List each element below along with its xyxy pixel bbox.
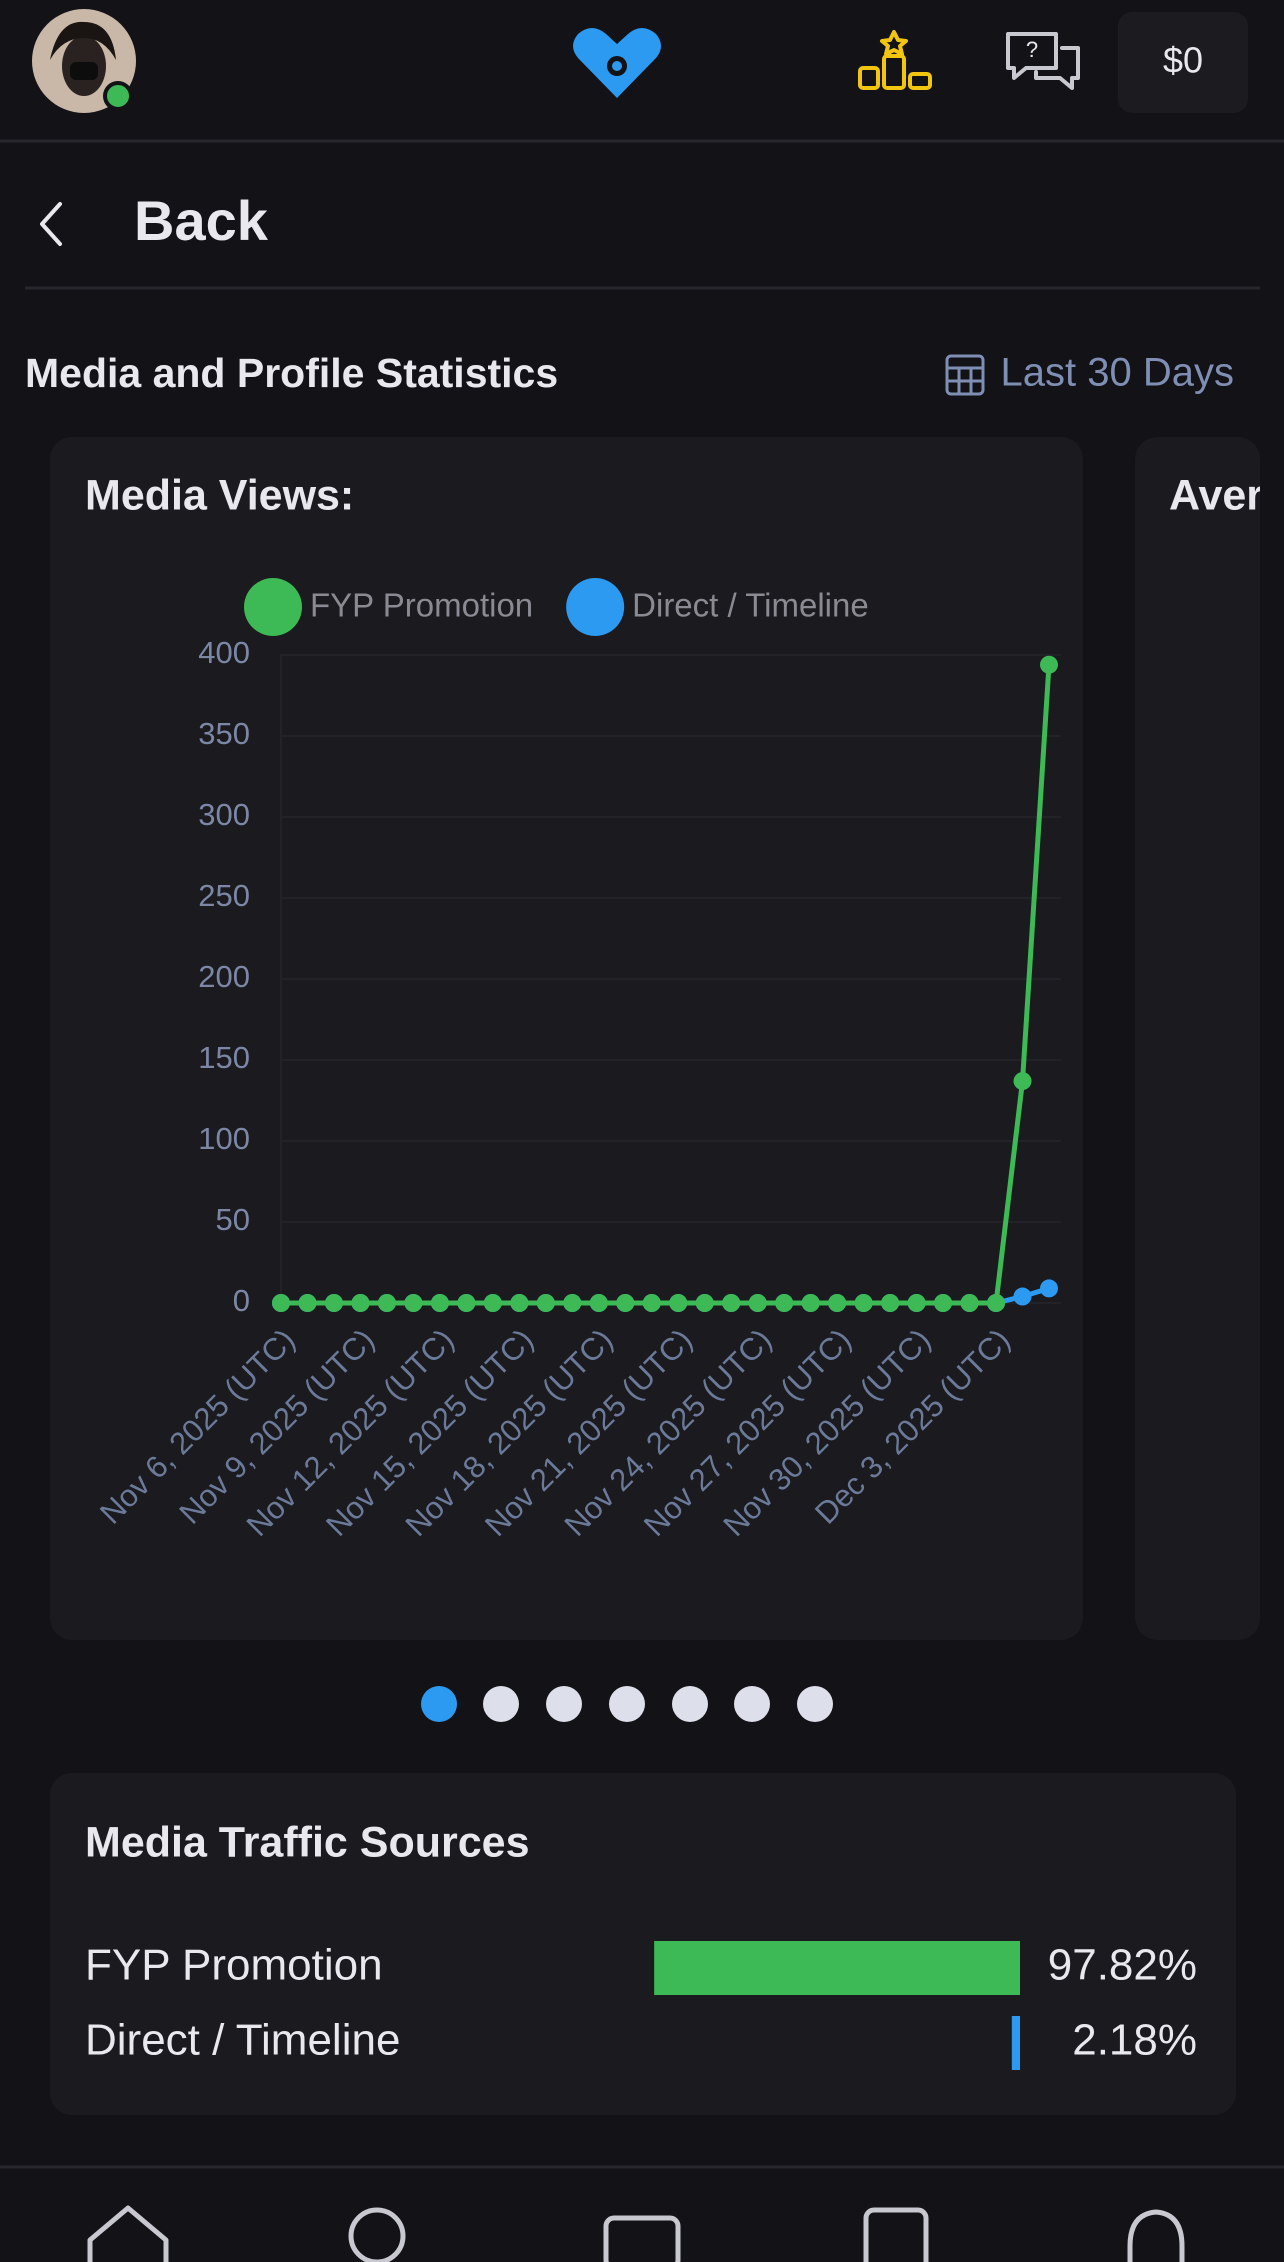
y-tick-label: 350 <box>198 716 250 751</box>
balance-box[interactable] <box>1118 12 1248 113</box>
date-range[interactable]: Last 30 Days <box>1001 351 1234 395</box>
source-name: Direct / Timeline <box>85 2016 400 2065</box>
source-name: FYP Promotion <box>85 1941 383 1990</box>
y-tick-label: 0 <box>233 1283 250 1318</box>
data-point <box>324 1294 343 1312</box>
legend-swatch <box>244 578 302 636</box>
section-title: Media and Profile Statistics <box>25 350 558 396</box>
source-percent: 97.82% <box>1048 1941 1197 1990</box>
y-tick-label: 100 <box>198 1121 250 1156</box>
calendar-icon[interactable] <box>945 354 985 396</box>
back-label[interactable]: Back <box>134 189 269 252</box>
data-point <box>907 1294 926 1312</box>
help-chat-icon[interactable]: ? <box>1006 32 1080 90</box>
data-point <box>748 1294 767 1312</box>
y-tick-label: 300 <box>198 797 250 832</box>
data-point <box>1013 1287 1032 1306</box>
data-point <box>377 1294 396 1312</box>
legend-swatch <box>566 578 625 636</box>
data-point <box>298 1294 317 1312</box>
traffic-title: Media Traffic Sources <box>85 1818 530 1866</box>
chart-card <box>50 437 1083 1640</box>
data-point <box>642 1294 661 1312</box>
leaderboard-icon[interactable] <box>858 30 932 90</box>
next-card-bg <box>1135 437 1260 1640</box>
source-bar <box>654 1941 1020 1995</box>
data-point <box>854 1294 873 1312</box>
data-point <box>1040 655 1058 674</box>
data-point <box>404 1294 423 1312</box>
data-point <box>1013 1072 1032 1091</box>
data-point <box>351 1294 370 1312</box>
data-point <box>801 1294 820 1312</box>
data-point <box>589 1294 608 1312</box>
y-tick-label: 150 <box>198 1040 250 1075</box>
data-point <box>881 1294 900 1312</box>
chart-title: Media Views: <box>85 471 354 519</box>
data-point <box>987 1294 1006 1312</box>
search-icon[interactable] <box>348 2207 406 2262</box>
y-tick-label: 50 <box>216 1202 250 1237</box>
messages-icon[interactable] <box>603 2215 681 2262</box>
avatar[interactable] <box>32 9 136 113</box>
data-point <box>775 1294 794 1312</box>
source-bar <box>1011 2016 1020 2070</box>
notifications-icon[interactable] <box>1127 2209 1185 2262</box>
create-icon[interactable] <box>863 2207 929 2262</box>
data-point <box>669 1294 688 1312</box>
data-point <box>722 1294 741 1312</box>
data-point <box>563 1294 582 1312</box>
data-point <box>934 1294 953 1312</box>
bottom-nav <box>87 2205 1185 2262</box>
home-icon[interactable] <box>87 2205 169 2262</box>
data-point <box>536 1294 555 1312</box>
y-tick-label: 200 <box>198 959 250 994</box>
data-point <box>483 1294 502 1312</box>
balance[interactable]: $0 <box>1163 40 1203 81</box>
back-chevron[interactable] <box>40 202 62 246</box>
traffic-card <box>50 1773 1236 2115</box>
logo[interactable] <box>573 28 661 98</box>
data-point <box>272 1294 290 1312</box>
data-point <box>430 1294 449 1312</box>
source-percent: 2.18% <box>1072 2016 1197 2065</box>
data-point <box>616 1294 635 1312</box>
legend-label: FYP Promotion <box>310 587 533 624</box>
data-point <box>960 1294 979 1312</box>
y-tick-label: 250 <box>198 878 250 913</box>
data-point <box>1040 1279 1058 1298</box>
next-card-title: Aver <box>1169 471 1263 519</box>
legend-label: Direct / Timeline <box>632 587 869 624</box>
data-point <box>695 1294 714 1312</box>
traffic-rows: FYP Promotion 97.82% Direct / Timeline 2.18… <box>85 1941 1197 2070</box>
data-point <box>510 1294 529 1312</box>
data-point <box>457 1294 476 1312</box>
y-tick-label: 400 <box>198 635 250 670</box>
next-card: Aver <box>1135 437 1263 1640</box>
pagination[interactable] <box>421 1686 833 1722</box>
svg-text:?: ? <box>1026 37 1038 62</box>
data-point <box>828 1294 847 1312</box>
